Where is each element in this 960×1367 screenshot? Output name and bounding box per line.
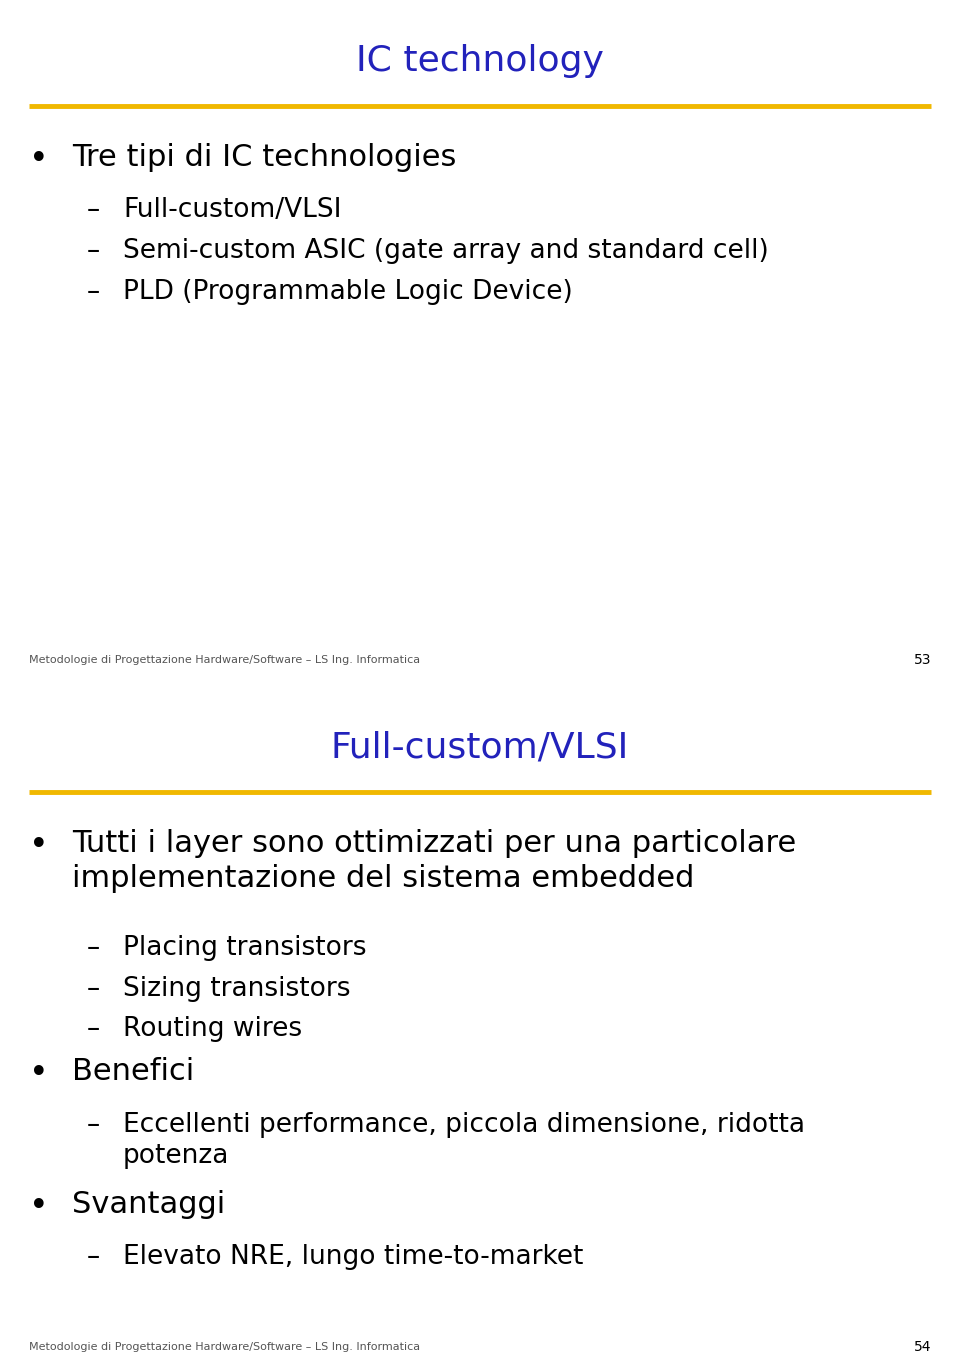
Text: •: • <box>29 1057 48 1091</box>
Text: PLD (Programmable Logic Device): PLD (Programmable Logic Device) <box>123 279 572 305</box>
Text: •: • <box>29 1191 48 1223</box>
Text: –: – <box>86 935 100 961</box>
Text: Routing wires: Routing wires <box>123 1017 302 1043</box>
Text: IC technology: IC technology <box>356 44 604 78</box>
Text: –: – <box>86 238 100 264</box>
Text: 53: 53 <box>914 653 931 667</box>
Text: 54: 54 <box>914 1340 931 1353</box>
Text: Full-custom/VLSI: Full-custom/VLSI <box>331 730 629 764</box>
Text: –: – <box>86 279 100 305</box>
Text: •: • <box>29 830 48 863</box>
Text: –: – <box>86 197 100 223</box>
Text: Tre tipi di IC technologies: Tre tipi di IC technologies <box>72 144 456 172</box>
Text: Eccellenti performance, piccola dimensione, ridotta
potenza: Eccellenti performance, piccola dimensio… <box>123 1111 804 1169</box>
Text: –: – <box>86 1111 100 1137</box>
Text: Elevato NRE, lungo time-to-market: Elevato NRE, lungo time-to-market <box>123 1244 584 1270</box>
Text: Placing transistors: Placing transistors <box>123 935 367 961</box>
Text: –: – <box>86 1244 100 1270</box>
Text: Benefici: Benefici <box>72 1057 194 1087</box>
Text: Metodologie di Progettazione Hardware/Software – LS Ing. Informatica: Metodologie di Progettazione Hardware/So… <box>29 1341 420 1352</box>
Text: Metodologie di Progettazione Hardware/Software – LS Ing. Informatica: Metodologie di Progettazione Hardware/So… <box>29 655 420 666</box>
Text: –: – <box>86 976 100 1002</box>
Text: Full-custom/VLSI: Full-custom/VLSI <box>123 197 342 223</box>
Text: Tutti i layer sono ottimizzati per una particolare
implementazione del sistema e: Tutti i layer sono ottimizzati per una p… <box>72 830 796 893</box>
Text: Svantaggi: Svantaggi <box>72 1191 226 1219</box>
Text: Semi-custom ASIC (gate array and standard cell): Semi-custom ASIC (gate array and standar… <box>123 238 769 264</box>
Text: –: – <box>86 1017 100 1043</box>
Text: •: • <box>29 144 48 176</box>
Text: Sizing transistors: Sizing transistors <box>123 976 350 1002</box>
